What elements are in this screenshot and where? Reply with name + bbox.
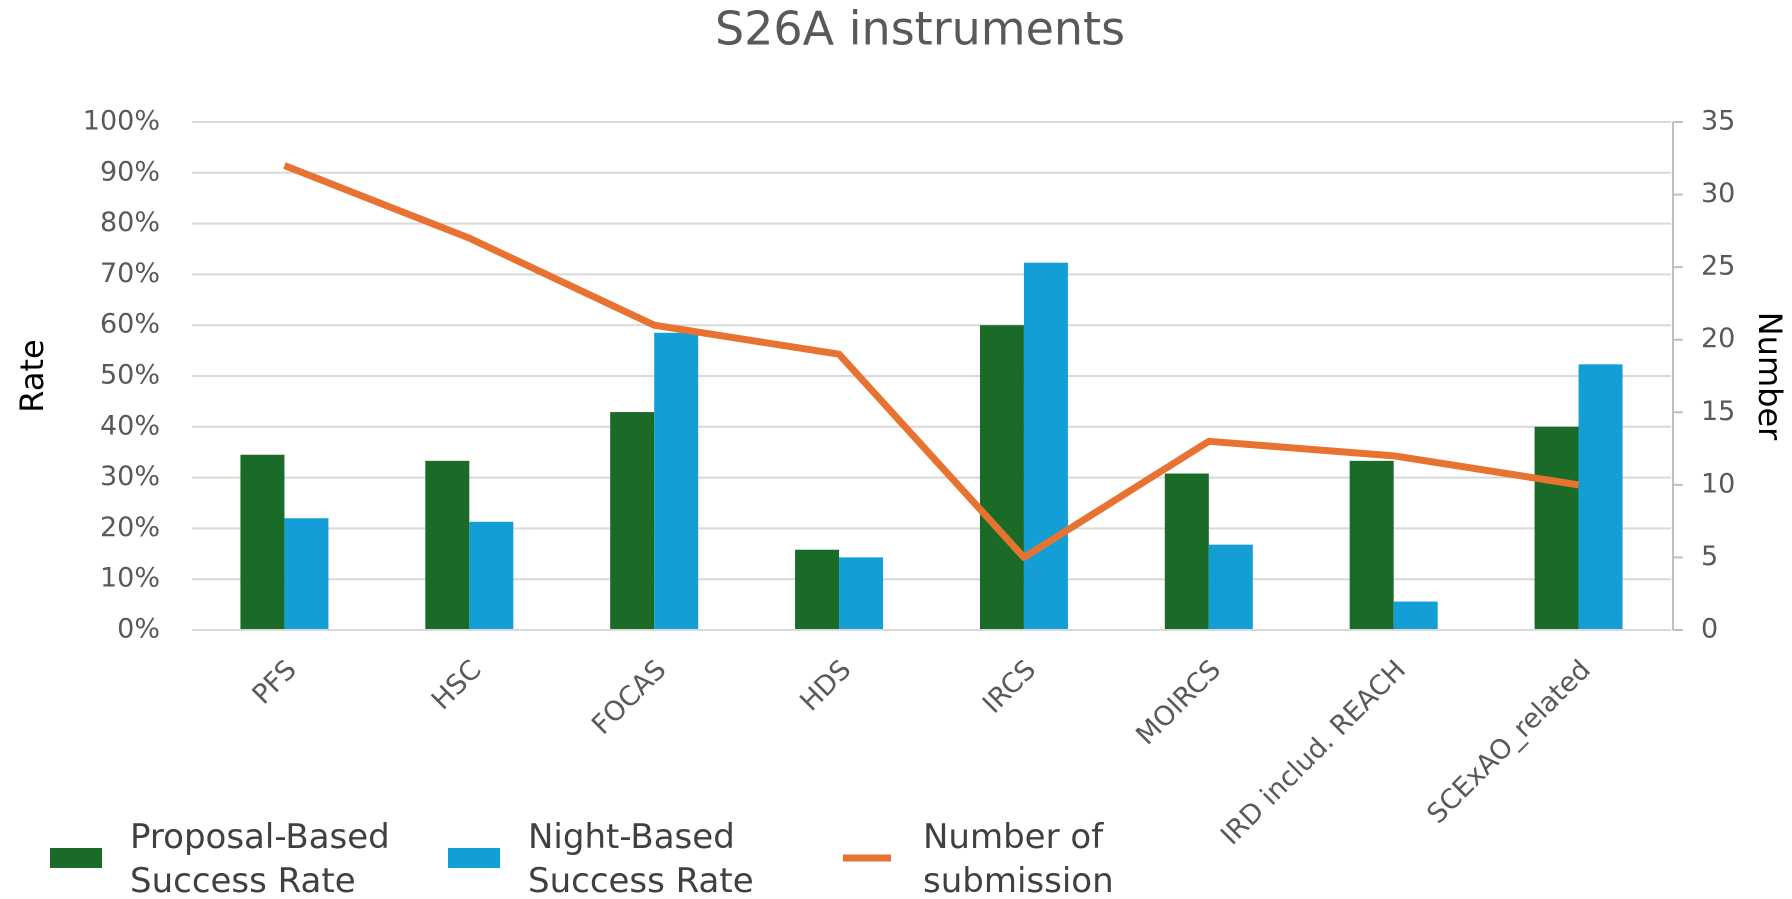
- bar: [1534, 426, 1579, 630]
- x-tick-label: IRD includ. REACH: [1215, 654, 1412, 851]
- y-tick-label: 90%: [100, 156, 160, 187]
- x-tick-label: FOCAS: [586, 654, 672, 740]
- y2-axis-label: Number: [1751, 312, 1789, 441]
- x-tick-label: HSC: [426, 654, 488, 716]
- y-tick-label: 30%: [100, 461, 160, 492]
- y-tick-label: 80%: [100, 207, 160, 238]
- y-tick-label: 40%: [100, 410, 160, 441]
- bar: [240, 454, 285, 630]
- y2-tick-label: 0: [1701, 614, 1718, 645]
- y-axis-label: Rate: [13, 339, 51, 412]
- bar: [839, 557, 884, 630]
- bar: [1349, 460, 1394, 630]
- legend-swatch: [50, 848, 102, 868]
- legend-label: Night-Based Success Rate: [528, 817, 754, 899]
- bar: [1023, 262, 1068, 630]
- y2-tick-label: 20: [1701, 323, 1735, 354]
- y-tick-label: 60%: [100, 309, 160, 340]
- y-tick-label: 100%: [83, 106, 160, 137]
- y2-tick-label: 15: [1701, 396, 1735, 427]
- y-tick-label: 70%: [100, 258, 160, 289]
- bar: [795, 549, 840, 630]
- x-tick-label: HDS: [794, 654, 857, 717]
- bar: [1208, 544, 1253, 630]
- bar: [654, 332, 699, 630]
- x-tick-label: PFS: [246, 654, 302, 710]
- legend-label: Number of submission: [923, 817, 1114, 899]
- bar: [284, 518, 329, 630]
- x-tick-label: IRCS: [977, 654, 1042, 719]
- y-tick-label: 20%: [100, 512, 160, 543]
- legend-swatch: [448, 848, 500, 868]
- bar: [469, 521, 514, 630]
- y-tick-label: 50%: [100, 360, 160, 391]
- y-tick-label: 10%: [100, 563, 160, 594]
- y2-tick-label: 35: [1701, 106, 1735, 137]
- x-tick-label: MOIRCS: [1130, 654, 1227, 751]
- bar: [1578, 364, 1623, 630]
- bar: [979, 325, 1024, 630]
- bar: [1164, 473, 1209, 630]
- legend-label: Proposal-Based Success Rate: [130, 817, 390, 899]
- y2-tick-label: 10: [1701, 468, 1735, 499]
- y2-tick-label: 5: [1701, 541, 1718, 572]
- y-tick-label: 0%: [117, 614, 160, 645]
- bar: [425, 460, 470, 630]
- y2-tick-label: 30: [1701, 178, 1735, 209]
- bar: [610, 412, 655, 630]
- bar: [1393, 601, 1438, 630]
- line: [283, 162, 1580, 561]
- chart-title: S26A instruments: [715, 2, 1125, 56]
- x-tick-label: SCExAO_related: [1421, 654, 1597, 830]
- y2-tick-label: 25: [1701, 251, 1735, 282]
